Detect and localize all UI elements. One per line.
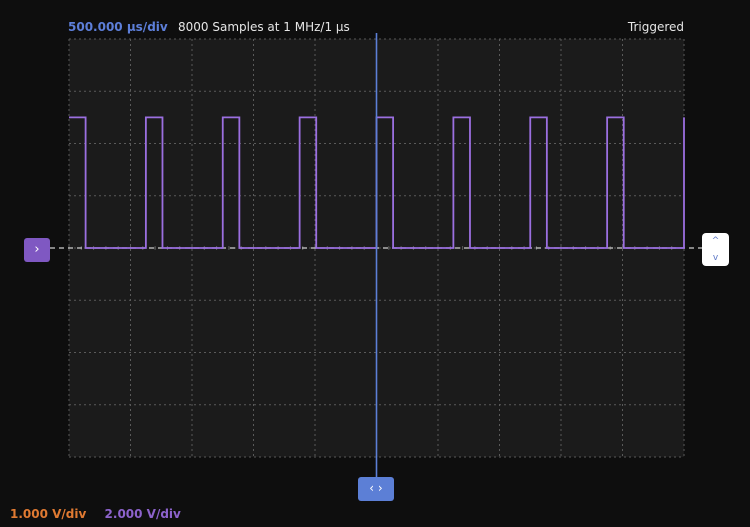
chevron-up-icon: ^ (711, 236, 720, 246)
ch2-offset-marker[interactable]: › (24, 238, 50, 262)
ch2-scale[interactable]: 2.000 V/div (104, 507, 181, 521)
channel-scales: 1.000 V/div 2.000 V/div (10, 507, 181, 521)
timebase-readout[interactable]: 500.000 µs/div (68, 20, 168, 34)
trigger-status: Triggered (627, 20, 684, 34)
time-cursor-handle[interactable]: ‹ › (358, 477, 394, 501)
ch1-scale[interactable]: 1.000 V/div (10, 507, 87, 521)
chevron-right-icon: › (34, 242, 40, 257)
sample-rate-readout: 8000 Samples at 1 MHz/1 µs (178, 20, 350, 34)
chevron-down-icon: v (712, 253, 719, 263)
trigger-level-marker[interactable]: ^ v (702, 233, 729, 266)
scope-header: 500.000 µs/div 8000 Samples at 1 MHz/1 µ… (68, 20, 684, 38)
chevron-left-right-icon: ‹ › (369, 481, 383, 495)
